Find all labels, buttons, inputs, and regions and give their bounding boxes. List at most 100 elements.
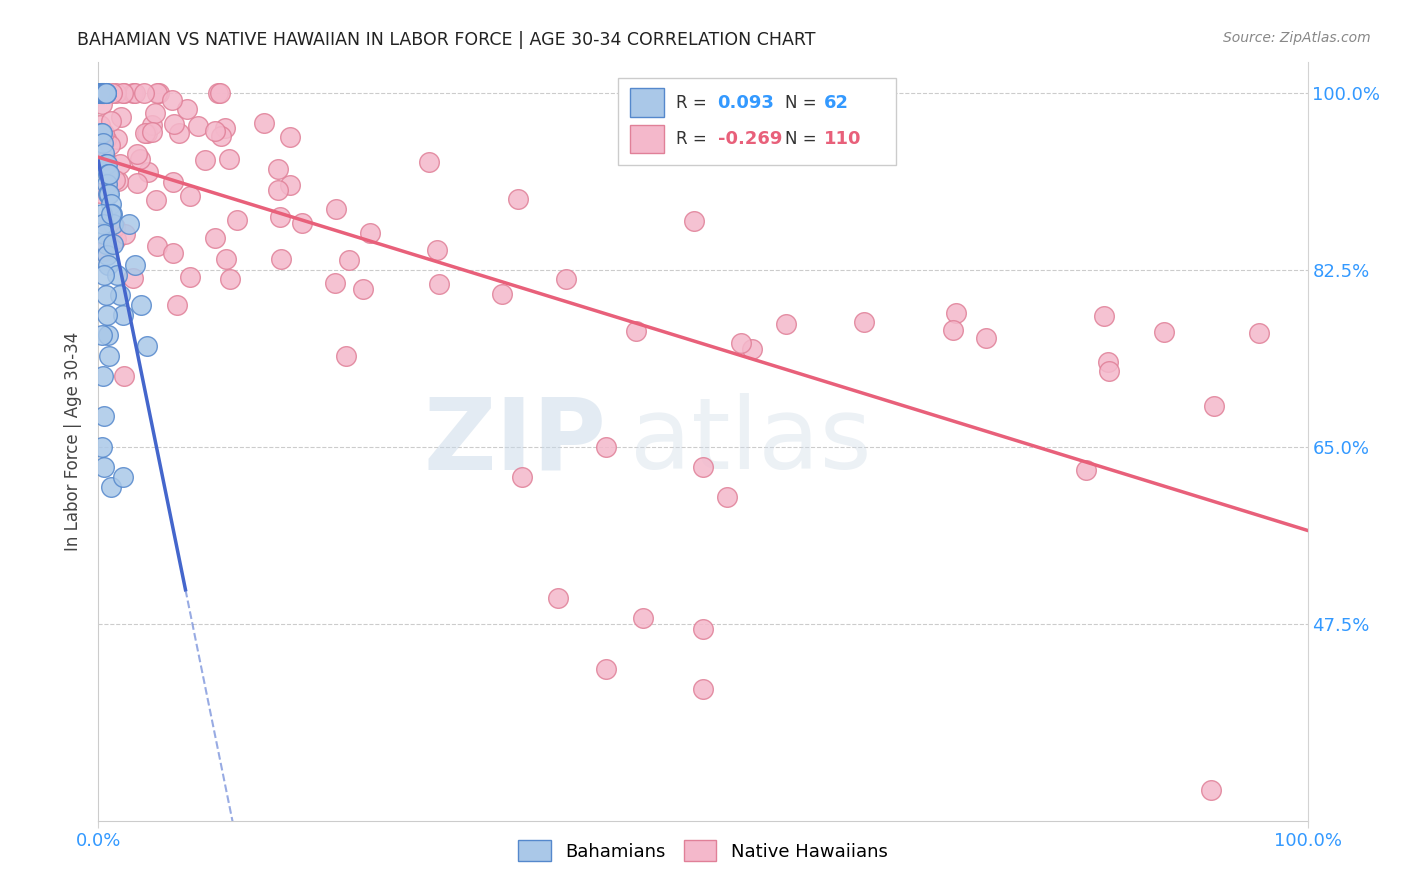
- Point: [207, 86, 229, 100]
- Point: [91, 86, 114, 100]
- Point: [96, 156, 118, 170]
- Point: [1074, 462, 1097, 476]
- Point: [97, 167, 120, 181]
- Point: [108, 157, 131, 171]
- Point: [94, 288, 117, 302]
- Point: [101, 217, 124, 231]
- Point: [162, 245, 184, 260]
- Point: [976, 331, 998, 345]
- Point: [132, 86, 155, 100]
- Point: [194, 153, 217, 167]
- Point: [94, 86, 117, 100]
- Point: [323, 276, 346, 290]
- Point: [118, 217, 141, 231]
- Point: [187, 119, 209, 133]
- Point: [93, 86, 115, 100]
- Point: [1097, 355, 1119, 369]
- Point: [112, 86, 135, 100]
- Point: [253, 116, 276, 130]
- Point: [1153, 325, 1175, 339]
- Point: [91, 207, 114, 221]
- Point: [112, 368, 135, 383]
- Point: [91, 86, 114, 100]
- Point: [90, 86, 112, 100]
- Point: [110, 111, 132, 125]
- Point: [506, 192, 529, 206]
- Point: [214, 121, 236, 136]
- Point: [148, 86, 170, 100]
- Point: [94, 215, 117, 229]
- Point: [93, 227, 115, 242]
- Point: [90, 86, 112, 100]
- Point: [89, 86, 111, 100]
- Point: [426, 244, 449, 258]
- Point: [105, 268, 128, 282]
- Point: [595, 662, 617, 676]
- Point: [169, 126, 191, 140]
- Point: [160, 93, 183, 107]
- Point: [111, 308, 134, 322]
- Point: [89, 186, 111, 200]
- Point: [134, 126, 156, 140]
- Point: [98, 138, 121, 153]
- Point: [89, 86, 111, 100]
- Point: [96, 247, 118, 261]
- Point: [90, 126, 112, 140]
- Point: [290, 216, 312, 230]
- Point: [105, 132, 128, 146]
- Point: [1199, 783, 1222, 797]
- Point: [104, 232, 127, 246]
- Point: [91, 86, 114, 100]
- Point: [94, 153, 117, 167]
- Point: [91, 136, 114, 151]
- Text: ZIP: ZIP: [423, 393, 606, 490]
- Point: [595, 440, 617, 454]
- Point: [90, 86, 112, 100]
- FancyBboxPatch shape: [619, 78, 897, 165]
- Point: [162, 175, 184, 189]
- Point: [93, 86, 115, 100]
- Point: [121, 271, 143, 285]
- Point: [266, 162, 288, 177]
- Point: [100, 480, 122, 494]
- Point: [278, 130, 301, 145]
- Point: [124, 258, 146, 272]
- Point: [716, 490, 738, 504]
- Text: -0.269: -0.269: [717, 130, 782, 148]
- Point: [1092, 309, 1115, 323]
- Point: [90, 86, 112, 100]
- Y-axis label: In Labor Force | Age 30-34: In Labor Force | Age 30-34: [65, 332, 83, 551]
- Point: [98, 186, 121, 201]
- FancyBboxPatch shape: [630, 125, 664, 153]
- Point: [107, 174, 129, 188]
- Point: [692, 459, 714, 474]
- Point: [96, 308, 118, 322]
- Point: [510, 470, 533, 484]
- Point: [128, 152, 150, 166]
- Point: [94, 86, 117, 100]
- Point: [146, 86, 169, 100]
- Point: [218, 152, 240, 166]
- Point: [100, 197, 122, 211]
- Point: [692, 622, 714, 636]
- Point: [359, 226, 381, 240]
- Point: [418, 155, 440, 169]
- Point: [91, 126, 114, 140]
- Point: [108, 288, 131, 302]
- Point: [1249, 326, 1271, 341]
- Text: BAHAMIAN VS NATIVE HAWAIIAN IN LABOR FORCE | AGE 30-34 CORRELATION CHART: BAHAMIAN VS NATIVE HAWAIIAN IN LABOR FOR…: [77, 31, 815, 49]
- Point: [124, 86, 146, 100]
- Point: [427, 277, 450, 291]
- Point: [91, 217, 114, 231]
- Point: [91, 86, 114, 100]
- Point: [325, 202, 347, 217]
- Point: [631, 611, 654, 625]
- Point: [209, 86, 232, 100]
- Point: [93, 126, 115, 140]
- Text: N =: N =: [785, 130, 817, 148]
- Text: Source: ZipAtlas.com: Source: ZipAtlas.com: [1223, 31, 1371, 45]
- Point: [100, 207, 122, 221]
- Legend: Bahamians, Native Hawaiians: Bahamians, Native Hawaiians: [512, 833, 894, 869]
- Point: [94, 86, 117, 100]
- Point: [135, 338, 157, 352]
